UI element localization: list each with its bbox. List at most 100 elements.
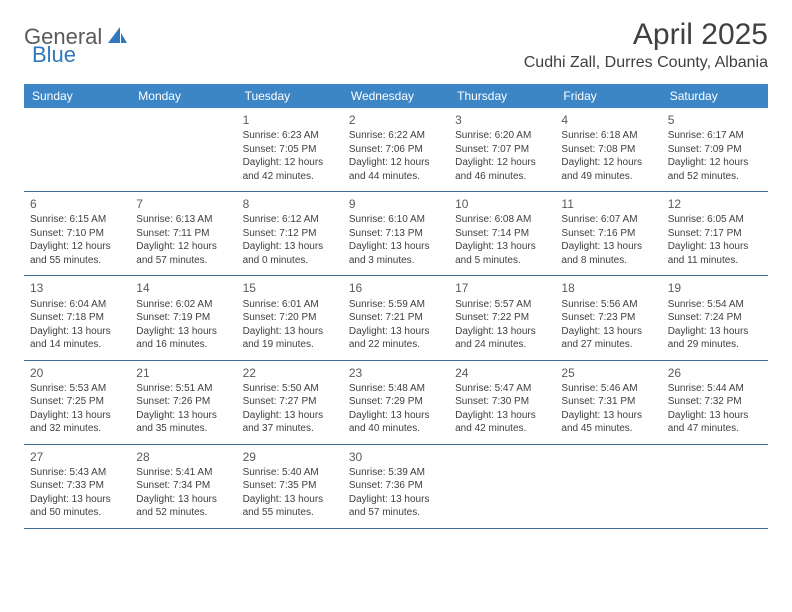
cell-line-d1: Daylight: 13 hours <box>455 409 549 423</box>
cell-line-d2: and 52 minutes. <box>668 170 762 184</box>
calendar-cell: 22Sunrise: 5:50 AMSunset: 7:27 PMDayligh… <box>237 360 343 444</box>
cell-line-d2: and 42 minutes. <box>243 170 337 184</box>
cell-line-sr: Sunrise: 6:10 AM <box>349 213 443 227</box>
calendar-cell: 7Sunrise: 6:13 AMSunset: 7:11 PMDaylight… <box>130 192 236 276</box>
cell-line-d2: and 32 minutes. <box>30 422 124 436</box>
cell-line-d1: Daylight: 13 hours <box>349 240 443 254</box>
cell-line-d2: and 42 minutes. <box>455 422 549 436</box>
calendar-cell: 2Sunrise: 6:22 AMSunset: 7:06 PMDaylight… <box>343 108 449 192</box>
day-number: 13 <box>30 280 124 296</box>
calendar-cell: 5Sunrise: 6:17 AMSunset: 7:09 PMDaylight… <box>662 108 768 192</box>
cell-line-d2: and 29 minutes. <box>668 338 762 352</box>
calendar-cell: 29Sunrise: 5:40 AMSunset: 7:35 PMDayligh… <box>237 444 343 528</box>
cell-line-d1: Daylight: 13 hours <box>243 493 337 507</box>
cell-line-sr: Sunrise: 6:23 AM <box>243 129 337 143</box>
calendar-cell: 24Sunrise: 5:47 AMSunset: 7:30 PMDayligh… <box>449 360 555 444</box>
page-title: April 2025 <box>524 18 768 52</box>
cell-line-d2: and 44 minutes. <box>349 170 443 184</box>
cell-line-d1: Daylight: 12 hours <box>30 240 124 254</box>
cell-line-d2: and 57 minutes. <box>349 506 443 520</box>
cell-line-d1: Daylight: 13 hours <box>349 325 443 339</box>
sail-icon <box>106 25 128 50</box>
cell-line-ss: Sunset: 7:14 PM <box>455 227 549 241</box>
cell-line-ss: Sunset: 7:27 PM <box>243 395 337 409</box>
day-number: 5 <box>668 112 762 128</box>
calendar-cell: 6Sunrise: 6:15 AMSunset: 7:10 PMDaylight… <box>24 192 130 276</box>
cell-line-d1: Daylight: 13 hours <box>30 493 124 507</box>
header: General April 2025 Cudhi Zall, Durres Co… <box>24 18 768 72</box>
cell-line-ss: Sunset: 7:29 PM <box>349 395 443 409</box>
calendar-head: SundayMondayTuesdayWednesdayThursdayFrid… <box>24 84 768 108</box>
cell-line-ss: Sunset: 7:25 PM <box>30 395 124 409</box>
calendar-cell: 11Sunrise: 6:07 AMSunset: 7:16 PMDayligh… <box>555 192 661 276</box>
cell-line-ss: Sunset: 7:10 PM <box>30 227 124 241</box>
title-block: April 2025 Cudhi Zall, Durres County, Al… <box>524 18 768 72</box>
day-header: Wednesday <box>343 84 449 108</box>
cell-line-sr: Sunrise: 6:13 AM <box>136 213 230 227</box>
cell-line-sr: Sunrise: 6:20 AM <box>455 129 549 143</box>
calendar-week: 1Sunrise: 6:23 AMSunset: 7:05 PMDaylight… <box>24 108 768 192</box>
calendar-cell: 19Sunrise: 5:54 AMSunset: 7:24 PMDayligh… <box>662 276 768 360</box>
cell-line-sr: Sunrise: 5:50 AM <box>243 382 337 396</box>
cell-line-d2: and 5 minutes. <box>455 254 549 268</box>
location-text: Cudhi Zall, Durres County, Albania <box>524 54 768 72</box>
cell-line-d1: Daylight: 13 hours <box>668 409 762 423</box>
cell-line-d1: Daylight: 13 hours <box>30 325 124 339</box>
cell-line-d2: and 3 minutes. <box>349 254 443 268</box>
cell-line-d1: Daylight: 13 hours <box>455 325 549 339</box>
cell-line-d1: Daylight: 13 hours <box>561 240 655 254</box>
calendar-cell: 26Sunrise: 5:44 AMSunset: 7:32 PMDayligh… <box>662 360 768 444</box>
calendar-week: 13Sunrise: 6:04 AMSunset: 7:18 PMDayligh… <box>24 276 768 360</box>
day-header: Tuesday <box>237 84 343 108</box>
cell-line-d2: and 35 minutes. <box>136 422 230 436</box>
day-number: 24 <box>455 365 549 381</box>
cell-line-d1: Daylight: 12 hours <box>349 156 443 170</box>
brand-text-blue: Blue <box>32 42 76 67</box>
cell-line-sr: Sunrise: 5:48 AM <box>349 382 443 396</box>
cell-line-d1: Daylight: 12 hours <box>243 156 337 170</box>
cell-line-sr: Sunrise: 5:40 AM <box>243 466 337 480</box>
cell-line-ss: Sunset: 7:16 PM <box>561 227 655 241</box>
day-number: 15 <box>243 280 337 296</box>
calendar-table: SundayMondayTuesdayWednesdayThursdayFrid… <box>24 84 768 529</box>
calendar-cell: 3Sunrise: 6:20 AMSunset: 7:07 PMDaylight… <box>449 108 555 192</box>
cell-line-d2: and 57 minutes. <box>136 254 230 268</box>
calendar-cell <box>24 108 130 192</box>
calendar-cell: 15Sunrise: 6:01 AMSunset: 7:20 PMDayligh… <box>237 276 343 360</box>
cell-line-sr: Sunrise: 6:15 AM <box>30 213 124 227</box>
cell-line-sr: Sunrise: 6:05 AM <box>668 213 762 227</box>
day-header: Monday <box>130 84 236 108</box>
cell-line-d1: Daylight: 13 hours <box>349 409 443 423</box>
cell-line-sr: Sunrise: 5:39 AM <box>349 466 443 480</box>
cell-line-d1: Daylight: 13 hours <box>30 409 124 423</box>
cell-line-ss: Sunset: 7:20 PM <box>243 311 337 325</box>
day-header: Sunday <box>24 84 130 108</box>
cell-line-sr: Sunrise: 6:18 AM <box>561 129 655 143</box>
calendar-cell: 28Sunrise: 5:41 AMSunset: 7:34 PMDayligh… <box>130 444 236 528</box>
day-number: 17 <box>455 280 549 296</box>
day-number: 14 <box>136 280 230 296</box>
cell-line-d1: Daylight: 13 hours <box>668 240 762 254</box>
day-header: Saturday <box>662 84 768 108</box>
cell-line-d1: Daylight: 12 hours <box>455 156 549 170</box>
cell-line-d2: and 0 minutes. <box>243 254 337 268</box>
calendar-cell <box>555 444 661 528</box>
cell-line-ss: Sunset: 7:31 PM <box>561 395 655 409</box>
calendar-week: 20Sunrise: 5:53 AMSunset: 7:25 PMDayligh… <box>24 360 768 444</box>
cell-line-ss: Sunset: 7:18 PM <box>30 311 124 325</box>
calendar-cell: 18Sunrise: 5:56 AMSunset: 7:23 PMDayligh… <box>555 276 661 360</box>
cell-line-d2: and 19 minutes. <box>243 338 337 352</box>
cell-line-sr: Sunrise: 5:44 AM <box>668 382 762 396</box>
cell-line-d2: and 11 minutes. <box>668 254 762 268</box>
cell-line-d2: and 49 minutes. <box>561 170 655 184</box>
day-number: 10 <box>455 196 549 212</box>
cell-line-ss: Sunset: 7:19 PM <box>136 311 230 325</box>
day-number: 12 <box>668 196 762 212</box>
cell-line-d1: Daylight: 13 hours <box>136 409 230 423</box>
cell-line-ss: Sunset: 7:08 PM <box>561 143 655 157</box>
day-number: 16 <box>349 280 443 296</box>
cell-line-ss: Sunset: 7:32 PM <box>668 395 762 409</box>
cell-line-sr: Sunrise: 6:07 AM <box>561 213 655 227</box>
cell-line-sr: Sunrise: 6:22 AM <box>349 129 443 143</box>
cell-line-d1: Daylight: 13 hours <box>243 325 337 339</box>
